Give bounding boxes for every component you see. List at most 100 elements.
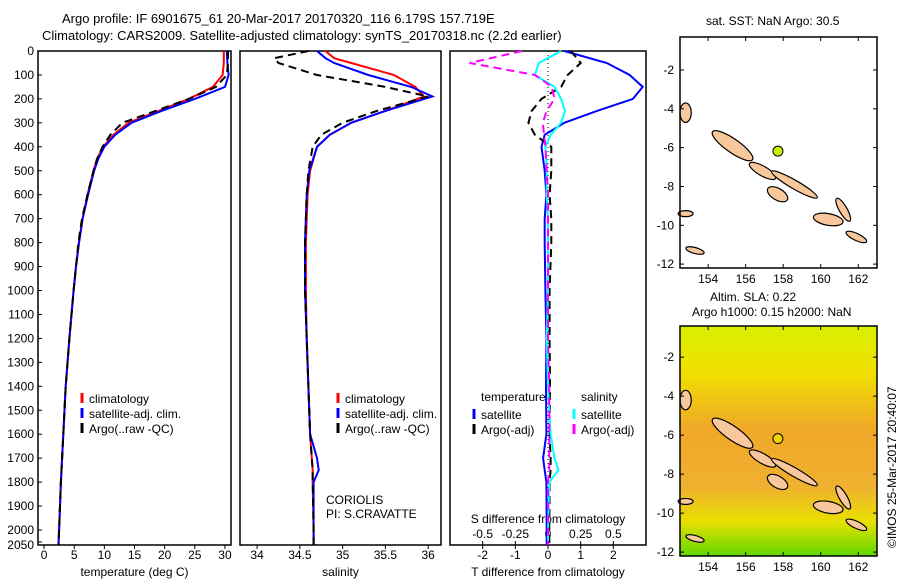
lat-tick-label: -2 bbox=[663, 350, 674, 364]
x-tick-label: 34 bbox=[250, 548, 264, 562]
map2-title-1: Altim. SLA: 0.22 bbox=[710, 290, 797, 304]
profile-line-climatology bbox=[304, 50, 426, 545]
map-frame bbox=[679, 36, 878, 269]
float-position-marker bbox=[772, 145, 784, 157]
y-tick-label: 2050 bbox=[7, 538, 34, 552]
island bbox=[845, 518, 868, 532]
x-axis-label: temperature (deg C) bbox=[80, 565, 188, 579]
x-axis-label: T difference from climatology bbox=[471, 565, 625, 579]
map-frame bbox=[679, 325, 878, 557]
lon-tick-label: 156 bbox=[736, 272, 756, 286]
x-tick-label: 15 bbox=[128, 548, 142, 562]
profile-line-temperature-argo-adj- bbox=[527, 50, 583, 545]
x2-tick-label: -0.5 bbox=[472, 527, 493, 541]
x2-tick-label: 0.5 bbox=[605, 527, 622, 541]
y-tick-label: 100 bbox=[14, 68, 34, 82]
profile-line-temperature-satellite bbox=[540, 50, 645, 545]
profile-line-argo-raw-qc- bbox=[272, 50, 429, 545]
island bbox=[685, 246, 705, 255]
title-line-1: Argo profile: IF 6901675_61 20-Mar-2017 … bbox=[62, 11, 495, 26]
y-tick-label: 1400 bbox=[7, 379, 34, 393]
lat-tick-label: -2 bbox=[663, 63, 674, 77]
profile-line-satellite-adj-clim- bbox=[304, 50, 436, 545]
legend-label: Argo(..raw -QC) bbox=[345, 422, 430, 436]
lon-tick-label: 160 bbox=[811, 272, 831, 286]
lat-tick-label: -10 bbox=[657, 218, 675, 232]
island bbox=[766, 186, 789, 203]
island bbox=[679, 389, 692, 411]
lat-tick-label: -4 bbox=[663, 102, 674, 116]
legend-label: satellite-adj. clim. bbox=[345, 407, 437, 421]
y-tick-label: 1300 bbox=[7, 355, 34, 369]
lon-tick-label: 154 bbox=[698, 560, 718, 574]
y-tick-label: 0 bbox=[27, 44, 34, 58]
x-tick-label: 25 bbox=[188, 548, 202, 562]
x2-tick-label: 0.25 bbox=[569, 527, 593, 541]
island bbox=[812, 212, 844, 227]
x-tick-label: 34.5 bbox=[288, 548, 312, 562]
y-tick-label: 1800 bbox=[7, 475, 34, 489]
panel-frame bbox=[239, 50, 442, 546]
x-tick-label: 1 bbox=[577, 548, 584, 562]
legend-label: climatology bbox=[345, 392, 405, 406]
island bbox=[685, 534, 705, 543]
island bbox=[677, 210, 694, 218]
lat-tick-label: -10 bbox=[657, 506, 675, 520]
y-tick-label: 1600 bbox=[7, 427, 34, 441]
lat-tick-label: -6 bbox=[663, 141, 674, 155]
island bbox=[711, 130, 754, 162]
title-line-2: Climatology: CARS2009. Satellite-adjuste… bbox=[42, 28, 562, 43]
y-tick-label: 1500 bbox=[7, 403, 34, 417]
x-tick-label: 0 bbox=[41, 548, 48, 562]
x-tick-label: 36 bbox=[421, 548, 435, 562]
island bbox=[679, 102, 692, 124]
y-tick-label: 700 bbox=[14, 212, 34, 226]
map2-title-2: Argo h1000: 0.15 h2000: NaN bbox=[692, 305, 852, 319]
legend-label: satellite bbox=[581, 408, 622, 422]
lat-tick-label: -8 bbox=[663, 467, 674, 481]
y-tick-label: 1000 bbox=[7, 284, 34, 298]
legend-title-temperature: temperature bbox=[481, 390, 546, 404]
x2-tick-label: -0.25 bbox=[502, 527, 530, 541]
profile-line-climatology bbox=[57, 51, 225, 546]
float-position-marker bbox=[772, 433, 784, 445]
x-tick-label: 10 bbox=[98, 548, 112, 562]
profile-line-argo-raw-qc- bbox=[57, 51, 229, 546]
island bbox=[835, 197, 852, 222]
y-tick-label: 300 bbox=[14, 116, 34, 130]
profile-line-satellite-adj-clim- bbox=[57, 50, 230, 546]
lon-tick-label: 158 bbox=[773, 560, 793, 574]
y-tick-label: 500 bbox=[14, 164, 34, 178]
annotation: PI: S.CRAVATTE bbox=[326, 507, 417, 521]
x-tick-label: 5 bbox=[71, 548, 78, 562]
x-tick-label: 0 bbox=[545, 548, 552, 562]
legend-title-salinity: salinity bbox=[581, 390, 618, 404]
y-tick-label: 800 bbox=[14, 236, 34, 250]
x-tick-label: 2 bbox=[610, 548, 617, 562]
legend-label: climatology bbox=[89, 392, 149, 406]
lon-tick-label: 160 bbox=[811, 560, 831, 574]
lat-tick-label: -8 bbox=[663, 179, 674, 193]
legend-label: Argo(-adj) bbox=[481, 423, 534, 437]
annotation: CORIOLIS bbox=[326, 493, 383, 507]
y-tick-label: 1100 bbox=[8, 307, 34, 321]
x-tick-label: -1 bbox=[510, 548, 521, 562]
lon-tick-label: 156 bbox=[736, 560, 756, 574]
x-tick-label: 30 bbox=[218, 548, 232, 562]
y-tick-label: 2000 bbox=[7, 523, 34, 537]
y-tick-label: 400 bbox=[14, 140, 34, 154]
x-tick-label: 35.5 bbox=[374, 548, 398, 562]
y-tick-label: 600 bbox=[14, 188, 34, 202]
island bbox=[771, 170, 818, 199]
x-tick-label: -2 bbox=[477, 548, 488, 562]
lat-tick-label: -6 bbox=[663, 428, 674, 442]
lon-tick-label: 158 bbox=[773, 272, 793, 286]
lat-tick-label: -12 bbox=[657, 545, 675, 559]
lon-tick-label: 162 bbox=[848, 560, 868, 574]
lat-tick-label: -12 bbox=[657, 257, 675, 271]
island bbox=[766, 473, 789, 491]
x-tick-label: 35 bbox=[336, 548, 350, 562]
island bbox=[845, 230, 868, 244]
legend-label: satellite-adj. clim. bbox=[89, 407, 181, 421]
